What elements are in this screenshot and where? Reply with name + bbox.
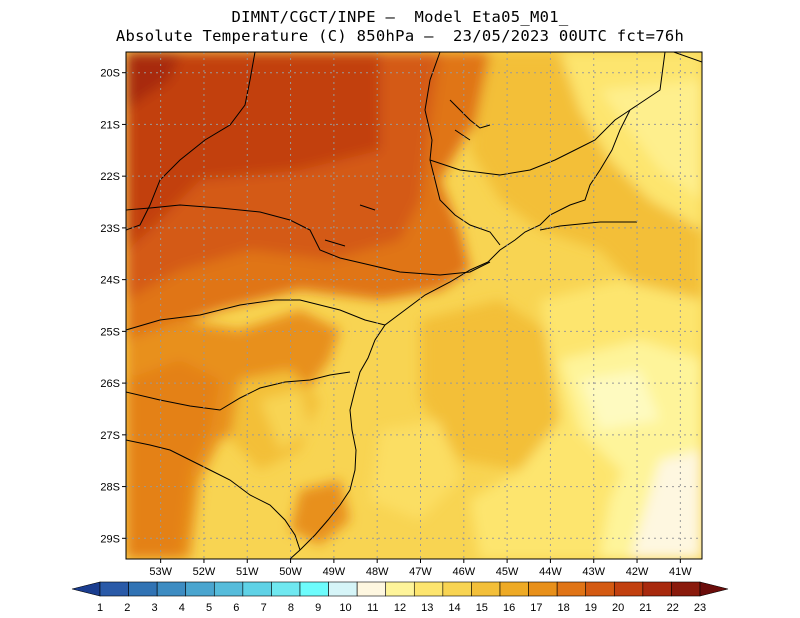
lon-tick-label: 42W — [626, 566, 649, 578]
lat-tick-label: 28S — [100, 482, 120, 494]
colorbar-box — [99, 581, 129, 597]
lon-tick-label: 43W — [582, 566, 605, 578]
chart-subtitle: Absolute Temperature (C) 850hPa – 23/05/… — [115, 27, 685, 45]
colorbar-box — [413, 581, 444, 597]
colorbar-label: 18 — [558, 602, 570, 614]
coastline-and-borders — [126, 52, 702, 559]
lon-tick-label: 47W — [409, 566, 432, 578]
colorbar-label: 4 — [179, 602, 185, 614]
colorbar-label: 15 — [476, 602, 488, 614]
lon-tick-label: 44W — [539, 566, 562, 578]
lat-tick-label: 25S — [100, 326, 120, 338]
colorbar-label: 19 — [585, 602, 597, 614]
map-frame — [125, 51, 703, 560]
colorbar-box — [185, 581, 215, 597]
colorbar-box — [585, 581, 615, 597]
colorbar-box — [299, 581, 329, 597]
lon-tick-label: 51W — [236, 566, 259, 578]
colorbar-label: 14 — [448, 602, 460, 614]
colorbar-box — [613, 581, 644, 597]
colorbar-label: 12 — [394, 602, 406, 614]
lat-tick-label: 24S — [100, 275, 120, 287]
temperature-field — [126, 52, 702, 559]
colorbar-box — [528, 581, 558, 597]
colorbar-box — [385, 581, 415, 597]
lat-tick-label: 26S — [100, 378, 120, 390]
colorbar-label: 17 — [530, 602, 542, 614]
colorbar-label: 23 — [694, 602, 706, 614]
colorbar-box — [242, 581, 272, 597]
colorbar-label: 9 — [315, 602, 321, 614]
colorbar-box — [328, 581, 358, 597]
lon-tick-label: 41W — [669, 566, 692, 578]
colorbar-label: 22 — [667, 602, 679, 614]
colorbar-label: 3 — [151, 602, 157, 614]
lon-tick-label: 48W — [366, 566, 389, 578]
colorbar-box — [128, 581, 158, 597]
colorbar-label: 2 — [124, 602, 130, 614]
lat-tick-label: 29S — [100, 533, 120, 545]
colorbar-label: 6 — [233, 602, 239, 614]
lat-tick-label: 27S — [100, 430, 120, 442]
colorbar-box — [442, 581, 472, 597]
colorbar-label: 1 — [97, 602, 103, 614]
colorbar-box — [356, 581, 387, 597]
colorbar-box — [642, 581, 672, 597]
lat-tick-label: 23S — [100, 223, 120, 235]
lat-tick-label: 20S — [100, 68, 120, 80]
colorbar-label: 8 — [288, 602, 294, 614]
colorbar-box — [471, 581, 501, 597]
colorbar-label: 7 — [261, 602, 267, 614]
lon-tick-label: 49W — [323, 566, 346, 578]
colorbar-box — [213, 581, 244, 597]
colorbar-label: 13 — [421, 602, 433, 614]
latitude-axis: 20S 21S 22S 23S 24S 25S 26S 27S 28S 29S — [100, 68, 126, 545]
colorbar-label: 11 — [367, 602, 378, 614]
longitude-axis: 53W 52W 51W 50W 49W 48W 47W 46W 45W 44W 43W 42W 41W — [149, 559, 692, 578]
lon-tick-label: 45W — [496, 566, 519, 578]
colorbar-label: 16 — [503, 602, 515, 614]
colorbar-box — [556, 581, 587, 597]
lon-tick-label: 46W — [452, 566, 475, 578]
colorbar-arrow-high — [699, 581, 729, 597]
map-gridlines — [126, 52, 702, 559]
colorbar-label: 10 — [339, 602, 351, 614]
lon-tick-label: 50W — [279, 566, 302, 578]
colorbar-box — [156, 581, 187, 597]
chart-title: DIMNT/CGCT/INPE – Model Eta05_M01_ — [231, 8, 569, 26]
lon-tick-label: 52W — [193, 566, 216, 578]
colorbar-box — [499, 581, 529, 597]
colorbar-arrow-low — [71, 581, 101, 597]
lat-tick-label: 22S — [100, 171, 120, 183]
lon-tick-label: 53W — [149, 566, 172, 578]
colorbar-label: 21 — [639, 602, 651, 614]
colorbar-label: 5 — [206, 602, 212, 614]
colorbar-box — [271, 581, 301, 597]
colorbar-label: 20 — [612, 602, 624, 614]
lat-tick-label: 21S — [100, 119, 120, 131]
colorbar-box — [671, 581, 701, 597]
